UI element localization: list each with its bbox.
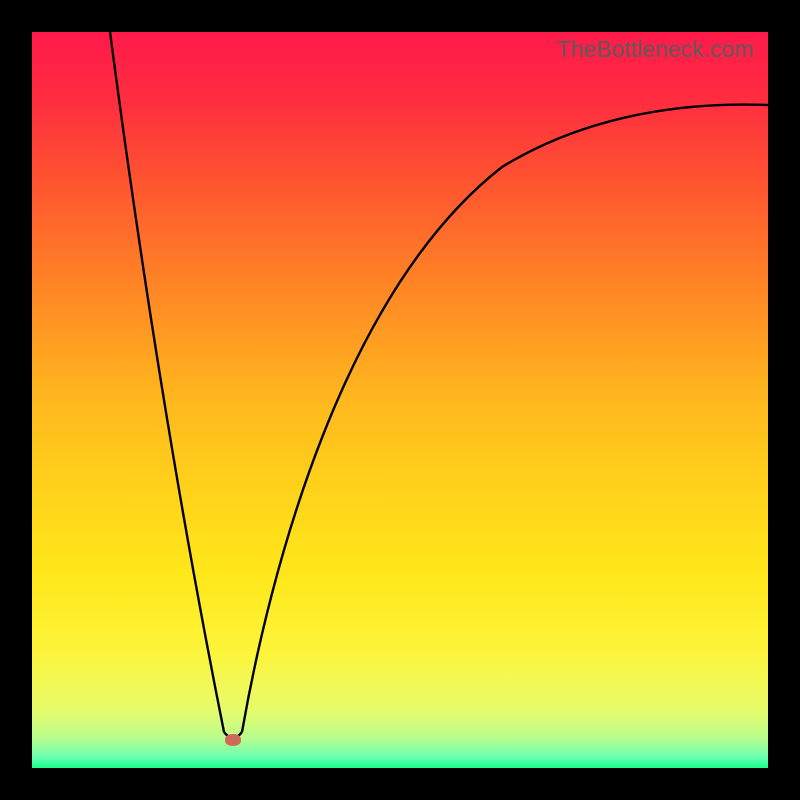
attribution-text: TheBottleneck.com: [557, 36, 754, 63]
minimum-marker: [225, 734, 241, 746]
plot-area: TheBottleneck.com: [32, 32, 768, 768]
bottleneck-curve: [32, 32, 768, 768]
gradient-bg: [32, 32, 768, 768]
chart-frame: TheBottleneck.com: [0, 0, 800, 800]
